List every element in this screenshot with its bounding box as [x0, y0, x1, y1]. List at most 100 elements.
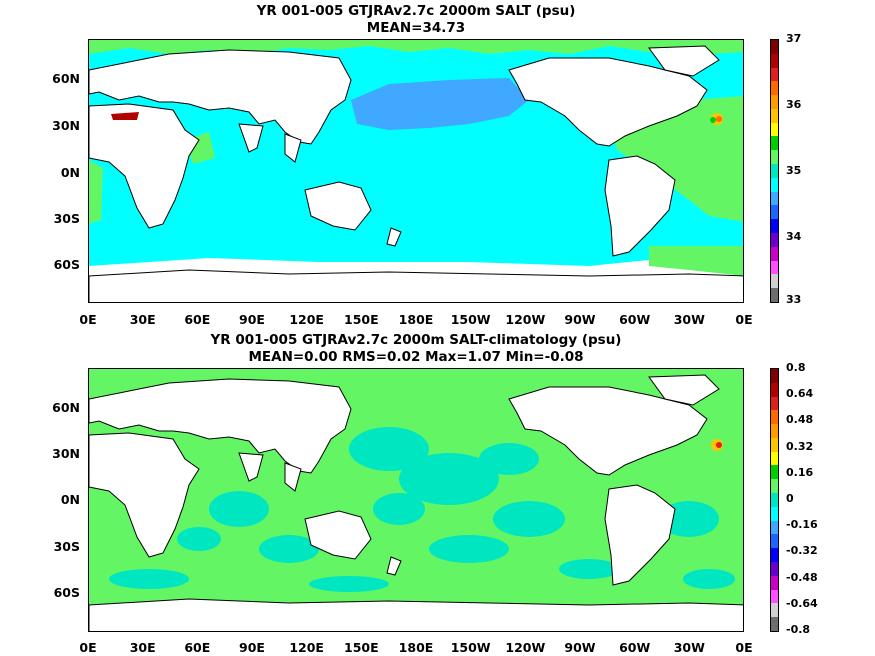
colorbar-segment [771, 219, 778, 233]
colorbar-segment [771, 81, 778, 96]
panel2-subtitle: MEAN=0.00 RMS=0.02 Max=1.07 Min=-0.08 [248, 349, 584, 365]
panel2-map [88, 368, 744, 632]
panel2-colorbar-label: -0.64 [786, 596, 818, 610]
lon-label: 30E [129, 312, 156, 327]
lon-label: 0E [79, 312, 97, 327]
lon-label: 60W [619, 640, 651, 655]
colorbar-segment [771, 164, 778, 178]
colorbar-segment [771, 191, 778, 206]
lon-label: 150W [450, 640, 491, 655]
panel2-colorbar-label: -0.8 [786, 623, 811, 636]
lon-label: 120W [505, 640, 546, 655]
colorbar-segment [771, 589, 778, 604]
lon-label: 120W [505, 312, 546, 327]
colorbar-segment [771, 369, 778, 383]
lon-label: 30W [673, 640, 705, 655]
panel2-colorbar-label: 0.48 [786, 413, 814, 427]
panel2-lat-label-0n: 0N [60, 492, 80, 507]
colorbar-segment [771, 396, 778, 411]
colorbar-segment [771, 288, 778, 302]
panel2-title: YR 001-005 GTJRAv2.7c 2000m SALT-climato… [210, 332, 622, 348]
colorbar-segment [771, 479, 778, 494]
colorbar-segment [771, 274, 778, 289]
lon-label: 120E [289, 312, 324, 327]
lon-label: 60E [184, 640, 211, 655]
panel1-subtitle: MEAN=34.73 [366, 20, 466, 36]
panel1-north-pacific-region [351, 78, 529, 130]
colorbar-segment [771, 506, 778, 521]
colorbar-segment [771, 136, 778, 151]
colorbar-segment [771, 465, 778, 480]
lon-label: 60E [184, 312, 211, 327]
colorbar-segment [771, 246, 778, 261]
colorbar-segment [771, 493, 778, 507]
lon-label: 0E [735, 640, 753, 655]
panel1-lat-label-60n: 60N [52, 71, 80, 86]
colorbar-segment [771, 122, 778, 137]
colorbar-segment [771, 177, 778, 192]
lon-label: 120E [289, 640, 324, 655]
colorbar-segment [771, 410, 778, 425]
colorbar-segment [771, 617, 778, 631]
panel2-colorbar-label: -0.48 [786, 570, 818, 584]
panel1-colorbar-label: 35 [786, 164, 802, 177]
panel1-lat-label-30n: 30N [52, 118, 80, 133]
lon-label: 0E [79, 640, 97, 655]
lon-label: 180E [398, 640, 434, 655]
lon-label: 90W [564, 312, 596, 327]
colorbar-segment [771, 382, 778, 397]
colorbar-segment [771, 534, 778, 549]
colorbar-segment [771, 260, 778, 275]
lon-label: 90E [239, 312, 265, 327]
colorbar-segment [771, 575, 778, 590]
lon-label: 90W [564, 640, 596, 655]
panel2-lat-label-30s: 30S [53, 539, 80, 554]
colorbar-segment [771, 67, 778, 82]
colorbar-segment [771, 424, 778, 438]
colorbar-segment [771, 40, 778, 54]
colorbar-segment [771, 561, 778, 576]
panel1-map [88, 39, 744, 303]
panel2-colorbar-label: 0 [786, 492, 794, 505]
panel1-colorbar-label: 37 [786, 32, 802, 45]
colorbar-segment [771, 548, 778, 562]
colorbar-segment [771, 603, 778, 618]
panel1-continents [89, 45, 743, 302]
lon-label: 150W [450, 312, 491, 327]
panel1-colorbar-label: 33 [786, 293, 802, 306]
lon-label: 180E [398, 312, 434, 327]
panel1-colorbar-label: 36 [786, 98, 802, 111]
panel1-colorbar-label: 34 [786, 230, 802, 243]
panel2-continents [89, 374, 743, 631]
colorbar-segment [771, 520, 778, 535]
lon-label: 60W [619, 312, 651, 327]
lon-label: 30W [673, 312, 705, 327]
lon-label: 150E [344, 640, 379, 655]
panel2-lat-label-30n: 30N [52, 446, 80, 461]
colorbar-segment [771, 108, 778, 123]
panel2-colorbar [770, 368, 779, 632]
panel2-colorbar-label: 0.64 [786, 387, 814, 401]
panel1-lat-label-60s: 60S [53, 257, 80, 272]
lon-label: 90E [239, 640, 265, 655]
panel1-title: YR 001-005 GTJRAv2.7c 2000m SALT (psu) [256, 3, 576, 19]
panel2-colorbar-label: -0.32 [786, 544, 818, 558]
lon-label: 0E [735, 312, 753, 327]
colorbar-segment [771, 205, 778, 220]
colorbar-segment [771, 451, 778, 466]
colorbar-segment [771, 150, 778, 165]
panel2-colorbar-label: 0.32 [786, 439, 814, 453]
panel2-anomaly-patches [109, 399, 735, 592]
colorbar-segment [771, 53, 778, 68]
colorbar-segment [771, 437, 778, 452]
panel1-colorbar [770, 39, 779, 303]
lon-label: 150E [344, 312, 379, 327]
panel2-lat-label-60s: 60S [53, 585, 80, 600]
lon-label: 30E [129, 640, 156, 655]
panel1-lat-label-0n: 0N [60, 165, 80, 180]
panel2-colorbar-label: 0.16 [786, 465, 814, 479]
panel2-lat-label-60n: 60N [52, 400, 80, 415]
colorbar-segment [771, 232, 778, 247]
panel2-colorbar-label: -0.16 [786, 518, 818, 532]
colorbar-segment [771, 95, 778, 109]
